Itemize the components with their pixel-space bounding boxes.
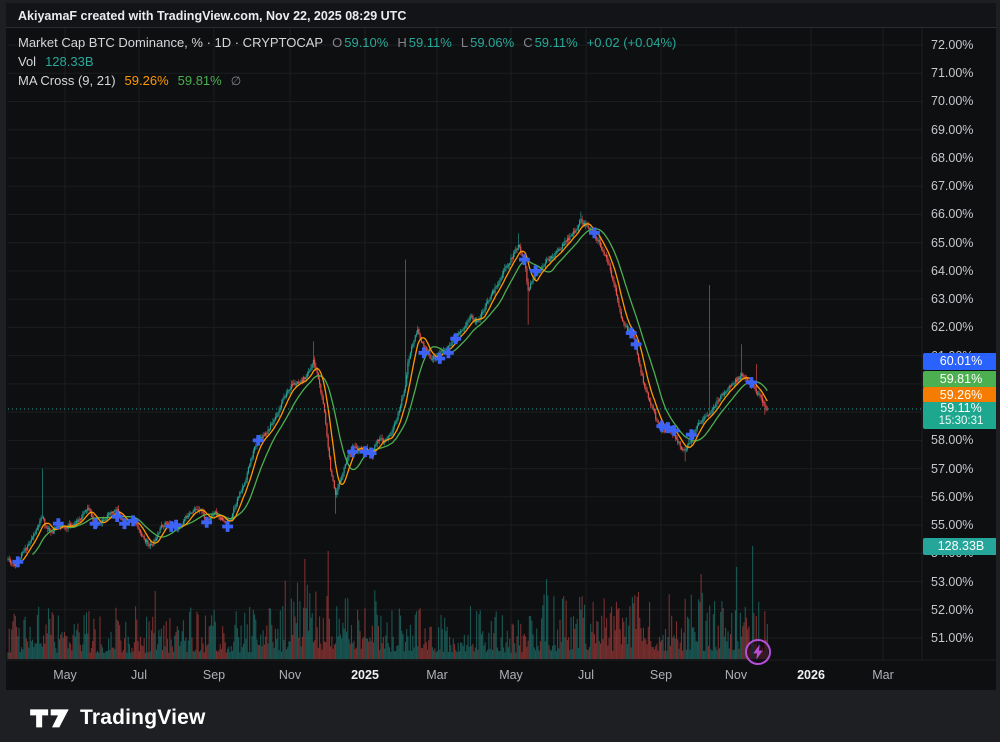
symbol-title: Market Cap BTC Dominance, % · 1D · CRYPT… [18,35,324,50]
high-value: 59.11% [408,35,452,50]
x-axis-label: Sep [649,668,673,682]
high-label: H [397,35,407,50]
x-axis-year-label: 2025 [351,668,379,682]
ma-fast-value: 59.26% [124,73,169,88]
low-value: 59.06% [470,35,515,50]
chart-canvas[interactable] [6,3,996,690]
y-axis-label: 72.00% [931,38,974,52]
x-axis-label: Nov [724,668,748,682]
y-axis-label: 65.00% [931,235,974,250]
lightning-button[interactable] [743,637,773,667]
chart-panel: AkiyamaF created with TradingView.com, N… [6,3,996,690]
ma-slow-value: 59.81% [177,73,222,88]
y-axis-label: 53.00% [931,574,974,589]
x-axis-label: May [53,668,77,682]
y-axis-label: 58.00% [931,433,974,448]
y-axis-label: 71.00% [931,66,974,81]
open-value: 59.10% [344,35,389,50]
legend-volume-row[interactable]: Vol 128.33B [18,52,676,71]
legend-ma-cross-row[interactable]: MA Cross (9, 21) 59.26% 59.81% ∅ [18,71,676,91]
grid-lines [8,28,922,660]
lightning-icon [745,639,771,665]
y-axis-label: 69.00% [931,122,974,137]
x-axis-label: Jul [131,668,147,682]
y-axis-label: 70.00% [931,94,974,109]
low-label: L [460,35,469,50]
axis-borders [6,28,996,661]
y-axis-label: 55.00% [931,518,974,533]
x-axis-label: Mar [426,668,448,682]
x-axis-label: Jul [578,668,594,682]
volume-bars-down [8,551,767,659]
y-axis-label: 51.00% [931,631,974,646]
close-value: 59.11% [534,35,578,50]
tradingview-logo-text: TradingView [80,705,206,729]
open-label: O [332,35,343,50]
legend-symbol-row[interactable]: Market Cap BTC Dominance, % · 1D · CRYPT… [18,33,676,52]
footer-bar: TradingView [0,693,1000,742]
attribution-text: AkiyamaF created with TradingView.com, N… [18,9,407,23]
x-axis-label: Nov [278,668,302,682]
price-tag: 128.33B [923,537,996,555]
y-axis-label: 64.00% [931,263,974,278]
y-axis-label: 66.00% [931,207,974,222]
empty-set-icon: ∅ [230,74,242,88]
close-label: C [523,35,533,50]
volume-value: 128.33B [45,54,94,69]
y-axis-label: 68.00% [931,150,974,165]
x-axis-label: Sep [202,668,226,682]
y-axis-label: 56.00% [931,489,974,504]
change-value: +0.02 (+0.04%) [586,35,677,50]
volume-label: Vol [18,54,37,69]
x-axis-label: May [499,668,523,682]
tradingview-logo-icon [30,708,69,727]
y-axis-label: 63.00% [931,292,974,307]
ma-cross-label: MA Cross (9, 21) [18,73,116,88]
y-axis-label: 62.00% [931,320,974,335]
price-tag: 59.11% 15:30:31 [923,401,996,429]
y-axis-label: 57.00% [931,461,974,476]
ma-slow-line [32,227,768,555]
x-axis-year-label: 2026 [797,668,825,682]
y-axis-label: 67.00% [931,179,974,194]
volume-bars-up [7,546,768,659]
price-tag: 59.81% [923,370,996,388]
ma-fast-line [17,223,768,564]
price-tag: 60.01% [923,352,996,370]
price-tag: 59.26% [923,387,996,403]
tradingview-logo[interactable]: TradingView [28,706,206,730]
attribution-bar: AkiyamaF created with TradingView.com, N… [6,3,996,28]
legend: Market Cap BTC Dominance, % · 1D · CRYPT… [18,33,676,91]
x-axis-label: Mar [872,668,894,682]
y-axis-label: 52.00% [931,602,974,617]
